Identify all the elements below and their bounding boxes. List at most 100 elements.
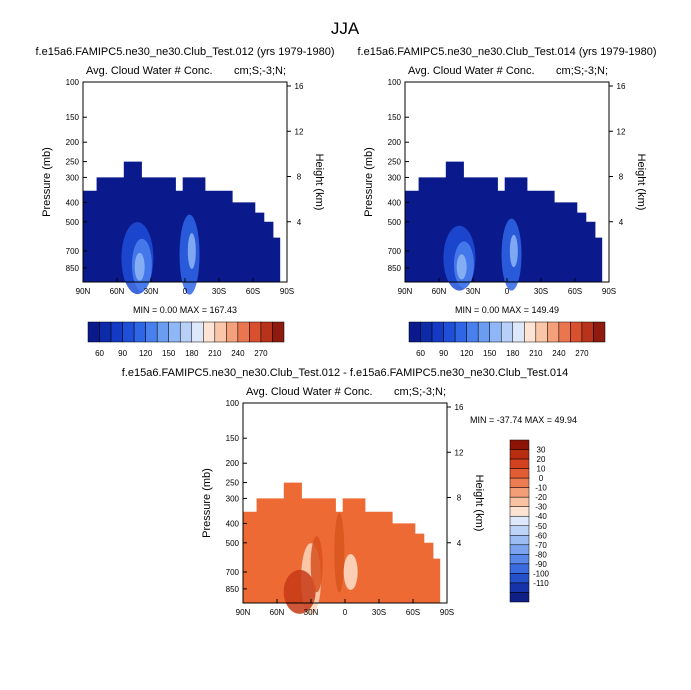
colorbar-swatch [179, 321, 193, 343]
colorbar-swatch [509, 573, 530, 584]
colorbar-swatch [535, 321, 548, 343]
x-tick-label: 30N [304, 608, 319, 617]
colorbar-swatch [420, 321, 433, 343]
min-max-label: MIN = -37.74 MAX = 49.94 [470, 415, 577, 425]
chart-panel-2: f.e15a6.FAMIPC5.ne30_ne30.Club_Test.014 … [357, 46, 656, 358]
colorbar-swatch [191, 321, 204, 343]
colorbar-label: 270 [254, 349, 268, 358]
y-tick-label: 500 [226, 539, 240, 548]
colorbar-swatch [558, 321, 571, 343]
colorbar-swatch [509, 439, 530, 450]
colorbar-swatch [509, 449, 530, 460]
colorbar-swatch [509, 582, 530, 593]
colorbar-label: 150 [483, 349, 497, 358]
y-tick-label: 250 [66, 158, 80, 167]
colorbar-swatch [509, 554, 530, 565]
colorbar-label: 240 [231, 349, 245, 358]
x-tick-label: 90S [440, 608, 454, 617]
x-tick-label: 90S [280, 287, 294, 296]
y-tick-label: 850 [388, 264, 402, 273]
y-tick-label: 400 [226, 519, 240, 528]
colorbar-swatch [133, 321, 146, 343]
colorbar-label: -110 [533, 579, 549, 588]
colorbar-swatch [454, 321, 467, 343]
colorbar-swatch [272, 321, 285, 343]
y2-tick-label: 4 [619, 218, 624, 227]
y2-axis-label: Height (km) [473, 475, 485, 532]
colorbar-swatch [509, 544, 530, 555]
y-tick-label: 150 [388, 113, 402, 122]
panel-title: f.e15a6.FAMIPC5.ne30_ne30.Club_Test.014 … [357, 46, 656, 58]
y-tick-label: 850 [66, 264, 80, 273]
min-max-label: MIN = 0.00 MAX = 149.49 [455, 305, 559, 315]
y-tick-label: 200 [66, 138, 80, 147]
colorbar-swatch [110, 321, 123, 343]
colorbar-label: 90 [439, 349, 448, 358]
x-tick-label: 90N [236, 608, 251, 617]
colorbar-label: -30 [535, 503, 547, 512]
colorbar-swatch [87, 321, 100, 343]
x-tick-label: 90N [76, 287, 91, 296]
y-tick-label: 100 [226, 399, 240, 408]
x-tick-label: 0 [505, 287, 510, 296]
y2-tick-label: 8 [297, 173, 302, 182]
colorbar-swatch [547, 321, 560, 343]
x-tick-label: 30N [466, 287, 481, 296]
x-tick-label: 60N [432, 287, 447, 296]
colorbar-label: -60 [535, 531, 547, 540]
colorbar-swatch [203, 321, 216, 343]
chart-panel-1: f.e15a6.FAMIPC5.ne30_ne30.Club_Test.012 … [35, 46, 334, 358]
colorbar-swatch [214, 321, 227, 343]
y2-tick-label: 8 [619, 173, 624, 182]
x-tick-label: 30S [212, 287, 226, 296]
colorbar-swatch [509, 487, 530, 498]
x-tick-label: 30S [372, 608, 386, 617]
colorbar-swatch [509, 496, 530, 507]
y-tick-label: 300 [388, 173, 402, 182]
field-highlight [509, 234, 518, 268]
y2-axis-label: Height (km) [313, 154, 325, 211]
colorbar-label: 0 [539, 474, 544, 483]
min-max-label: MIN = 0.00 MAX = 167.43 [133, 305, 237, 315]
y-tick-label: 200 [388, 138, 402, 147]
colorbar: 3020100-10-20-30-40-50-60-70-80-90-100-1… [509, 439, 550, 603]
field-highlight [334, 512, 345, 593]
y-tick-label: 250 [226, 479, 240, 488]
colorbar-swatch [500, 321, 514, 343]
colorbar-swatch [477, 321, 490, 343]
field-highlight [134, 252, 145, 281]
field-highlight [456, 254, 467, 280]
colorbar-label: 60 [95, 349, 104, 358]
x-tick-label: 60S [568, 287, 582, 296]
x-tick-label: 60N [110, 287, 125, 296]
x-tick-label: 30S [534, 287, 548, 296]
y-tick-label: 400 [66, 198, 80, 207]
y2-tick-label: 16 [295, 82, 304, 91]
colorbar-swatch [122, 321, 135, 343]
colorbar-swatch [145, 321, 158, 343]
y-tick-label: 150 [66, 113, 80, 122]
x-tick-label: 90N [398, 287, 413, 296]
colorbar-label: 120 [139, 349, 153, 358]
colorbar-swatch [581, 321, 594, 343]
colorbar-swatch [489, 321, 502, 343]
y-tick-label: 700 [226, 568, 240, 577]
y-tick-label: 400 [388, 198, 402, 207]
y-tick-label: 300 [226, 494, 240, 503]
colorbar-label: 90 [118, 349, 127, 358]
chart-panel-3: f.e15a6.FAMIPC5.ne30_ne30.Club_Test.012 … [122, 367, 577, 617]
colorbar-swatch [509, 506, 530, 517]
colorbar-swatch [431, 321, 444, 343]
colorbar-swatch [237, 321, 250, 343]
panels: f.e15a6.FAMIPC5.ne30_ne30.Club_Test.012 … [35, 46, 656, 617]
colorbar-label: 210 [208, 349, 222, 358]
colorbar-label: 60 [416, 349, 425, 358]
y2-axis-label: Height (km) [635, 154, 647, 211]
y-tick-label: 100 [66, 78, 80, 87]
colorbar-swatch [509, 535, 530, 546]
y2-tick-label: 4 [457, 539, 462, 548]
y-tick-label: 700 [388, 247, 402, 256]
x-tick-label: 30N [144, 287, 159, 296]
colorbar-swatch [509, 477, 530, 488]
panel-subtitle-left: Avg. Cloud Water # Conc. [408, 65, 535, 77]
